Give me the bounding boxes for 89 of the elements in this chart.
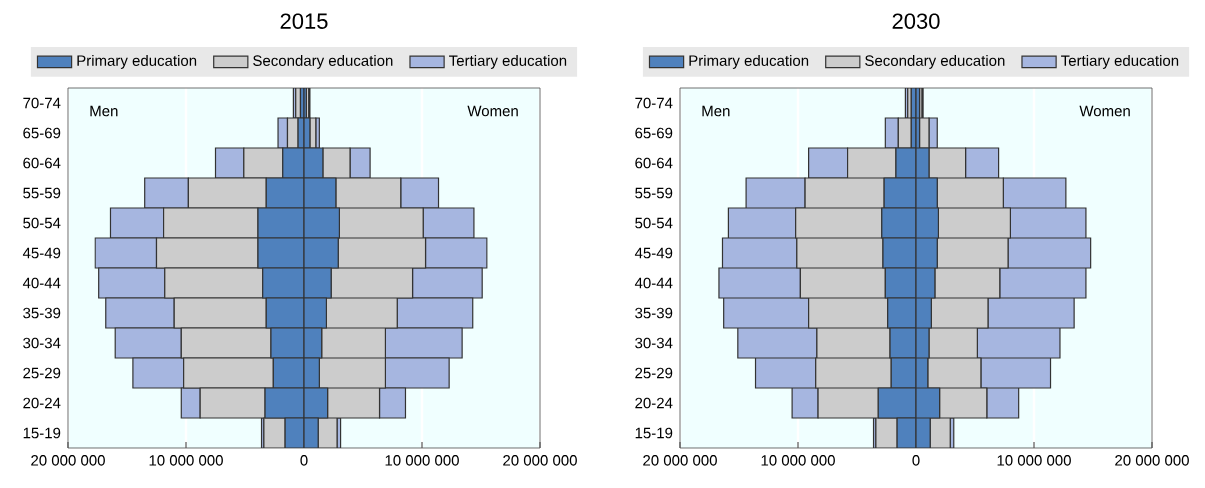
bar xyxy=(795,207,883,239)
y-tick-label: 40-44 xyxy=(22,277,61,289)
bar xyxy=(934,267,1001,299)
legend-label: Primary education xyxy=(77,54,197,69)
legend-label: Tertiary education xyxy=(449,54,567,69)
legend-label: Tertiary education xyxy=(1061,54,1179,69)
y-tick-label: 30-34 xyxy=(635,337,673,349)
legend-label: Secondary education xyxy=(865,54,1005,69)
x-tick-label: 10 000 000 xyxy=(149,455,223,466)
y-tick-label: 55-59 xyxy=(635,187,673,199)
annotation: Men xyxy=(90,105,118,117)
bar xyxy=(349,147,371,179)
bar xyxy=(976,327,1061,359)
bar xyxy=(1002,177,1067,209)
bar xyxy=(937,207,1012,239)
bar xyxy=(327,387,381,419)
x-tick-label: 10 000 000 xyxy=(997,455,1071,466)
bar xyxy=(325,297,398,329)
annotation: Men xyxy=(702,105,730,117)
x-tick-label: 0 xyxy=(300,455,308,466)
annotation: Women xyxy=(1079,105,1130,117)
bar xyxy=(930,297,989,329)
bar xyxy=(928,327,978,359)
bar xyxy=(808,147,849,179)
x-tick-label: 20 000 000 xyxy=(503,455,577,466)
y-tick-label: 45-49 xyxy=(634,247,673,259)
bar xyxy=(318,357,387,389)
chart-title: 2015 xyxy=(280,13,328,29)
y-tick-label: 35-39 xyxy=(23,307,61,319)
y-tick-label: 50-54 xyxy=(635,217,673,229)
y-tick-label: 65-69 xyxy=(23,127,61,139)
x-tick-label: 10 000 000 xyxy=(385,455,459,466)
y-tick-label: 35-39 xyxy=(635,307,673,319)
bar xyxy=(1007,237,1092,269)
bar xyxy=(804,177,885,209)
bar xyxy=(727,207,797,239)
x-tick-label: 10 000 000 xyxy=(761,455,835,466)
bar xyxy=(939,387,988,419)
y-tick-label: 15-19 xyxy=(635,427,673,439)
y-tick-label: 25-29 xyxy=(635,367,673,379)
y-tick-label: 70-74 xyxy=(23,97,61,109)
y-tick-label: 50-54 xyxy=(23,217,61,229)
y-tick-label: 40-44 xyxy=(634,277,673,289)
y-tick-label: 60-64 xyxy=(23,157,61,169)
bar xyxy=(335,177,402,209)
legend-label: Primary education xyxy=(689,54,809,69)
bar xyxy=(718,267,801,299)
chart-title: 2030 xyxy=(892,13,940,29)
bar xyxy=(987,297,1075,329)
bar xyxy=(816,327,891,359)
x-tick-label: 20 000 000 xyxy=(1115,455,1189,466)
bar xyxy=(745,177,806,209)
bar xyxy=(999,267,1087,299)
y-tick-label: 25-29 xyxy=(23,367,61,379)
bar xyxy=(754,357,817,389)
bar xyxy=(721,237,798,269)
annotation: Women xyxy=(467,105,518,117)
y-tick-label: 30-34 xyxy=(23,337,61,349)
bar xyxy=(796,237,884,269)
bar xyxy=(330,267,414,299)
bar xyxy=(846,147,897,179)
bar xyxy=(817,387,879,419)
bar xyxy=(815,357,892,389)
legend-label: Secondary education xyxy=(253,54,393,69)
bar xyxy=(808,297,889,329)
bar xyxy=(799,267,886,299)
y-tick-label: 60-64 xyxy=(635,157,673,169)
y-tick-label: 65-69 xyxy=(635,127,673,139)
bar xyxy=(936,177,1004,209)
y-tick-label: 55-59 xyxy=(23,187,61,199)
bar xyxy=(737,327,818,359)
y-tick-label: 20-24 xyxy=(635,397,673,409)
y-tick-label: 70-74 xyxy=(635,97,673,109)
x-tick-label: 0 xyxy=(912,455,920,466)
bar xyxy=(1009,207,1087,239)
y-tick-label: 20-24 xyxy=(23,397,61,409)
y-tick-label: 45-49 xyxy=(22,247,61,259)
bar xyxy=(986,387,1020,419)
bar xyxy=(980,357,1052,389)
bar xyxy=(927,357,982,389)
bar xyxy=(936,237,1009,269)
bar xyxy=(964,147,1000,179)
bar xyxy=(337,237,427,269)
bar xyxy=(338,207,424,239)
x-tick-label: 20 000 000 xyxy=(643,455,717,466)
y-tick-label: 15-19 xyxy=(23,427,61,439)
bar xyxy=(723,297,810,329)
x-tick-label: 20 000 000 xyxy=(31,455,105,466)
bar xyxy=(321,327,387,359)
